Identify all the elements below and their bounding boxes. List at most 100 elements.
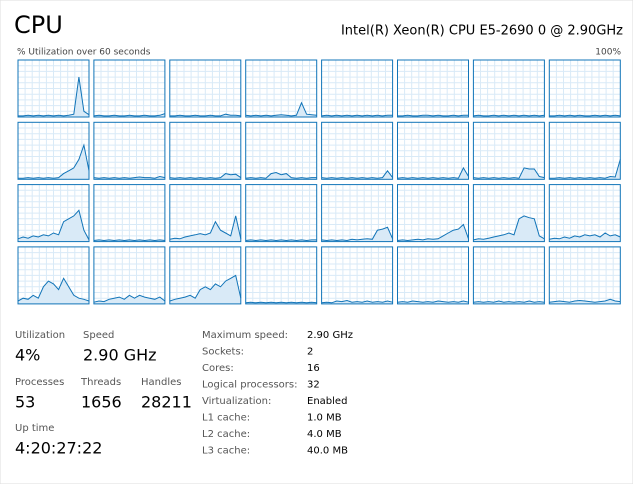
spec-value: 2 [307,347,313,358]
cpu-area [18,145,89,180]
cell-border [17,184,90,243]
cpu-line [321,169,393,179]
cell-border [397,246,469,305]
stat-label: Up time [15,423,54,434]
cell-border [169,184,242,243]
cpu-area [473,167,545,180]
spec-label: L1 cache: [202,413,250,424]
stat-value: 4% [15,346,40,365]
cell-border [93,121,166,180]
cell-border [548,246,621,305]
cpu-line [169,215,242,240]
cpu-line [93,175,166,179]
cpu-line [93,239,165,242]
spec-label: Logical processors: [202,380,297,391]
cpu-area [93,176,165,180]
cell-border [397,121,469,180]
cpu-area [549,159,621,180]
cpu-area [245,102,317,117]
spec-value: 40.0 MB [307,446,348,457]
cpu-line [473,114,545,117]
spec-value: 32 [307,380,320,391]
cpu-area [169,173,241,180]
cell-border [472,184,545,243]
cpu-line [473,215,545,241]
stat-label: Threads [80,377,121,388]
cpu-line [321,299,393,304]
cell-border [17,59,90,118]
cpu-line [549,232,621,240]
cpu-area [18,210,89,242]
spec-value: 4.0 MB [307,429,342,440]
cpu-line [93,113,166,117]
cpu-line [245,171,317,179]
cell-border [17,121,90,180]
cpu-area [18,77,89,117]
cell-border [169,59,242,118]
stat-value: 1656 [81,393,122,412]
stat-value: 4:20:27:22 [15,439,102,458]
stat-value: 28211 [141,393,192,412]
stat-value: 2.90 GHz [83,346,157,365]
cpu-line [18,77,90,117]
spec-value: 2.90 GHz [307,330,353,341]
cpu-line [549,159,621,179]
title: CPU [14,11,63,39]
cell-border [321,121,394,180]
cpu-line [245,239,317,242]
cpu-area [549,299,621,304]
cpu-area [169,275,241,304]
stat-label: Speed [83,330,114,341]
cpu-area [18,278,89,304]
cpu-line [473,300,545,303]
cpu-line [17,209,90,241]
cpu-area [93,295,165,304]
cell-border [245,121,318,180]
cell-border [93,184,166,243]
stat-label: Processes [15,377,64,388]
spec-value: Enabled [307,396,347,407]
cpu-line [17,277,90,302]
cell-border [321,246,394,305]
cell-border [397,59,469,118]
stat-label: Handles [141,377,181,388]
cpu-line [169,173,242,179]
cell-border [245,246,318,305]
cpu-line [169,274,242,302]
spec-label: Sockets: [202,347,244,358]
cell-border [169,121,242,180]
cpu-line [397,114,469,117]
cell-border [245,184,318,243]
cell-border [472,246,545,305]
cell-border [321,59,394,118]
processor: Intel(R) Xeon(R) CPU E5-2690 0 @ 2.90GHz [341,24,623,39]
cell-border [397,184,469,243]
cell-border [472,59,545,118]
cpu-line [93,294,166,303]
cpu-line [321,114,393,117]
spec-label: L2 cache: [202,429,250,440]
spec-label: Maximum speed: [202,330,288,341]
cpu-line [321,226,394,242]
cell-border [17,246,90,305]
cpu-area [397,224,469,242]
cpu-line [245,301,317,304]
cpu-area [321,227,393,242]
cpu-line [18,143,90,179]
cpu-line [549,298,621,303]
cpu-line [397,223,469,242]
spec-label: Virtualization: [202,396,271,407]
cell-border [548,121,621,180]
cell-border [245,59,318,118]
spec-value: 16 [307,363,320,374]
cell-border [93,246,166,305]
cpu-line [473,167,545,179]
cpu-line [549,114,621,117]
cpu-line [169,113,241,117]
cpu-area [473,215,545,242]
stat-label: Utilization [15,330,65,341]
spec-label: Cores: [202,363,234,374]
graph-max: 100% [595,48,621,58]
cell-border [321,184,394,243]
cpu-area [169,215,241,242]
